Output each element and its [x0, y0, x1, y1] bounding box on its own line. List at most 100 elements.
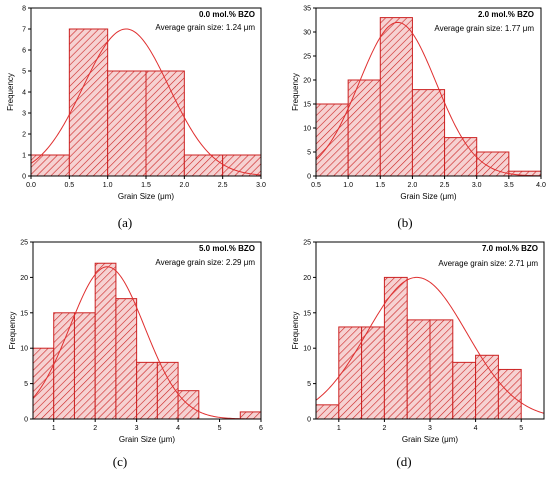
- y-tick-label-a-3: 3: [22, 111, 26, 118]
- histogram-bar-a-4: [183, 154, 224, 177]
- histogram-bar-a-0: [30, 154, 70, 177]
- x-tick-label-a-2: 1.0: [103, 182, 113, 189]
- x-tick-label-b-1: 1.0: [343, 182, 353, 189]
- y-tick-label-a-0: 0: [22, 174, 26, 181]
- histogram-bar-b-4: [444, 137, 478, 177]
- y-axis-label-a: Frequency: [6, 73, 15, 111]
- histogram-bar-c-3: [94, 262, 117, 420]
- histogram-bar-d-1: [338, 326, 363, 420]
- panel-caption-c: (c): [112, 454, 128, 469]
- histogram-bar-b-2: [379, 17, 413, 177]
- x-tick-label-c-5: 6: [259, 425, 263, 432]
- histogram-bar-d-7: [475, 354, 499, 420]
- x-tick-label-d-3: 4: [474, 425, 478, 432]
- y-tick-label-a-2: 2: [22, 132, 26, 139]
- y-tick-label-b-4: 20: [303, 78, 311, 85]
- histogram-bar-b-5: [476, 151, 510, 177]
- x-axis-label-b: Grain Size (μm): [400, 192, 457, 201]
- histogram-panel-b: 0.5 1.0 1.5 2.0 2.5 3.0 3.5 4.0 0 5 10 15 20 25 30 35 Gr…: [291, 6, 546, 202]
- y-tick-label-b-2: 10: [303, 126, 311, 133]
- x-tick-label-b-7: 4.0: [536, 182, 546, 189]
- histogram-bar-c-5: [136, 361, 158, 420]
- panel-title-b: 2.0 mol.% BZO: [478, 10, 534, 19]
- histogram-bar-c-8: [239, 411, 262, 420]
- histogram-bar-a-2: [107, 70, 147, 177]
- x-tick-label-a-3: 1.5: [141, 182, 151, 189]
- panel-title-c: 5.0 mol.% BZO: [199, 244, 255, 253]
- y-tick-label-c-2: 10: [20, 346, 28, 353]
- histogram-bar-d-5: [429, 319, 454, 420]
- histogram-bar-d-4: [406, 319, 431, 420]
- y-tick-label-b-3: 15: [303, 102, 311, 109]
- y-tick-label-c-4: 20: [20, 275, 28, 282]
- x-tick-label-a-6: 3.0: [256, 182, 266, 189]
- histogram-panel-d: 1 2 3 4 5 0 5 10 15 20 25 Grain Size (μm) Frequency 7…: [291, 240, 545, 444]
- panel-title-a: 0.0 mol.% BZO: [199, 10, 255, 19]
- x-axis-label-a: Grain Size (μm): [118, 192, 175, 201]
- normal-fit-curve-c: [32, 266, 262, 420]
- x-tick-label-b-6: 3.5: [504, 182, 514, 189]
- y-axis-label-c: Frequency: [8, 312, 17, 350]
- y-tick-label-a-4: 4: [22, 90, 26, 97]
- y-axis-label-b: Frequency: [291, 73, 300, 111]
- histogram-panel-a: 0.0 0.5 1.0 1.5 2.0 2.5 3.0 0 1 2 3 4 5 6 7 8 Grain Size…: [6, 6, 266, 202]
- x-tick-label-b-5: 3.0: [472, 182, 482, 189]
- y-tick-label-c-3: 15: [20, 310, 28, 317]
- x-axis-label-d: Grain Size (μm): [402, 435, 459, 444]
- y-tick-label-d-4: 20: [303, 275, 311, 282]
- y-tick-label-c-5: 25: [20, 240, 28, 247]
- average-grain-size-c: Average grain size: 2.29 μm: [155, 258, 255, 267]
- plot-frame-b: [315, 7, 542, 177]
- x-tick-label-c-4: 5: [218, 425, 222, 432]
- y-tick-label-d-0: 0: [307, 417, 311, 424]
- histogram-bar-a-3: [145, 70, 185, 177]
- x-tick-label-c-1: 2: [93, 425, 97, 432]
- y-tick-label-a-7: 7: [22, 27, 26, 34]
- average-grain-size-b: Average grain size: 1.77 μm: [434, 24, 534, 33]
- histogram-bar-a-5: [222, 154, 262, 177]
- x-tick-label-a-1: 0.5: [64, 182, 74, 189]
- x-tick-label-a-0: 0.0: [26, 182, 36, 189]
- y-tick-label-b-6: 30: [303, 30, 311, 37]
- x-tick-label-d-2: 3: [428, 425, 432, 432]
- panel-caption-a: (a): [117, 215, 133, 230]
- normal-fit-curve-d: [315, 276, 545, 414]
- y-tick-label-d-1: 5: [307, 381, 311, 388]
- y-tick-label-b-5: 25: [303, 54, 311, 61]
- y-tick-label-b-7: 35: [303, 6, 311, 13]
- y-tick-label-a-6: 6: [22, 48, 26, 55]
- histogram-bar-d-0: [315, 404, 340, 420]
- x-tick-label-b-2: 1.5: [375, 182, 385, 189]
- x-tick-label-b-0: 0.5: [311, 182, 321, 189]
- y-tick-label-a-1: 1: [22, 153, 26, 160]
- y-tick-label-c-1: 5: [24, 381, 28, 388]
- x-tick-label-b-3: 2.0: [408, 182, 418, 189]
- x-axis-label-c: Grain Size (μm): [119, 435, 176, 444]
- histogram-bar-c-2: [73, 312, 96, 420]
- plot-frame-c: [32, 241, 262, 420]
- x-tick-label-a-4: 2.0: [179, 182, 189, 189]
- histogram-bar-c-6: [156, 361, 179, 420]
- normal-fit-curve-a: [30, 28, 262, 176]
- histogram-bar-c-4: [115, 298, 138, 420]
- average-grain-size-d: Average grain size: 2.71 μm: [438, 259, 538, 268]
- y-tick-label-d-3: 15: [303, 310, 311, 317]
- histogram-bar-b-3: [411, 89, 446, 177]
- histogram-bar-d-2: [361, 326, 385, 420]
- y-tick-label-b-1: 5: [307, 150, 311, 157]
- y-tick-label-a-8: 8: [22, 6, 26, 13]
- y-tick-label-c-0: 0: [24, 417, 28, 424]
- x-tick-label-d-0: 1: [337, 425, 341, 432]
- y-tick-label-a-5: 5: [22, 69, 26, 76]
- y-tick-label-d-2: 10: [303, 346, 311, 353]
- x-tick-label-c-3: 4: [176, 425, 180, 432]
- histogram-bar-b-1: [347, 79, 381, 177]
- y-axis-label-d: Frequency: [291, 312, 300, 350]
- histogram-bar-d-6: [452, 361, 477, 420]
- panel-caption-b: (b): [397, 215, 413, 230]
- histogram-bar-c-1: [53, 312, 75, 420]
- y-tick-label-b-0: 0: [307, 174, 311, 181]
- x-tick-label-c-2: 3: [135, 425, 139, 432]
- panel-caption-d: (d): [396, 454, 412, 469]
